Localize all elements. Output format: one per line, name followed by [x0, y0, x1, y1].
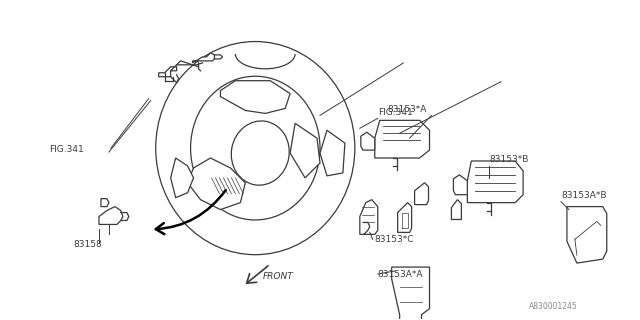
- Ellipse shape: [191, 76, 320, 220]
- Text: 83153*A: 83153*A: [388, 105, 427, 115]
- Text: 83153A*A: 83153A*A: [378, 270, 423, 279]
- Polygon shape: [392, 267, 429, 320]
- Polygon shape: [361, 132, 375, 150]
- Text: FIG.341: FIG.341: [378, 108, 413, 117]
- Polygon shape: [453, 175, 467, 195]
- Text: 83153*B: 83153*B: [489, 155, 529, 164]
- Polygon shape: [360, 200, 378, 234]
- Text: FIG.341: FIG.341: [49, 145, 84, 154]
- Polygon shape: [171, 158, 193, 198]
- Polygon shape: [193, 53, 214, 63]
- Polygon shape: [320, 130, 345, 176]
- Polygon shape: [188, 158, 245, 210]
- Polygon shape: [397, 203, 412, 232]
- Polygon shape: [290, 123, 320, 178]
- Text: 83153*C: 83153*C: [375, 235, 414, 244]
- Polygon shape: [99, 207, 123, 224]
- Polygon shape: [101, 199, 109, 207]
- Polygon shape: [567, 207, 607, 263]
- Polygon shape: [220, 81, 290, 113]
- Text: 83153A*B: 83153A*B: [561, 191, 607, 200]
- FancyArrowPatch shape: [246, 266, 268, 283]
- Polygon shape: [159, 67, 177, 77]
- Text: A830001245: A830001245: [529, 302, 578, 311]
- Polygon shape: [415, 183, 429, 204]
- Polygon shape: [375, 120, 429, 158]
- Ellipse shape: [231, 121, 289, 185]
- FancyArrowPatch shape: [156, 190, 226, 234]
- Polygon shape: [451, 200, 461, 220]
- Text: 83158: 83158: [73, 240, 102, 249]
- Text: FRONT: FRONT: [263, 272, 294, 281]
- Polygon shape: [467, 161, 523, 203]
- Ellipse shape: [156, 42, 355, 255]
